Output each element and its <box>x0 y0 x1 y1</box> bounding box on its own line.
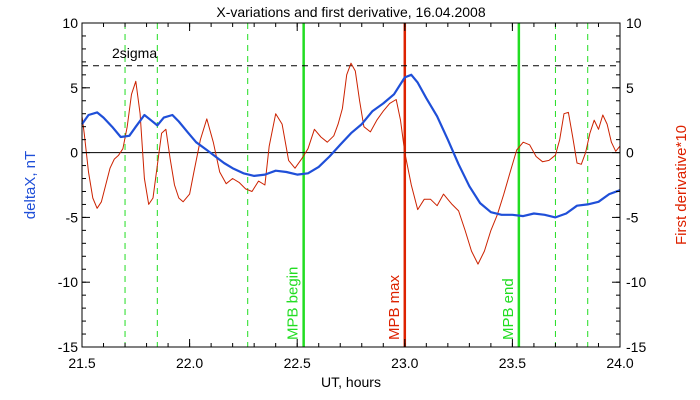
ticks-layer: 21.5 22.0 22.5 23.0 23.5 24.0 10 5 0 -5 -10 -15 10 5 0… <box>58 15 647 371</box>
x-tick-label-2: 22.5 <box>284 355 311 371</box>
x-tick-label-4: 23.5 <box>499 355 526 371</box>
chart-title: X-variations and first derivative, 16.04… <box>216 4 485 20</box>
y-left-tick-label-2: 0 <box>70 145 78 161</box>
y-axis-label-left: deltaX, nT <box>22 151 39 219</box>
y-axis-label-right: First derivative*10 <box>673 125 690 245</box>
series-layer <box>81 62 621 265</box>
y-right-tick-label-5: -15 <box>626 339 646 355</box>
y-right-tick-label-0: 10 <box>626 15 642 31</box>
marker-label-3: MPB begin <box>285 267 302 340</box>
x-tick-label-3: 23.0 <box>391 355 418 371</box>
y-left-tick-label-3: -5 <box>66 209 79 225</box>
y-left-tick-label-1: 5 <box>70 80 78 96</box>
x-tick-label-5: 24.0 <box>606 355 633 371</box>
y-right-tick-label-4: -10 <box>626 274 646 290</box>
x-axis-label: UT, hours <box>321 374 381 390</box>
marker-label-5: MPB end <box>500 278 517 340</box>
y-right-tick-label-1: 5 <box>626 80 634 96</box>
marker-lines: MPB begin MPB max MPB end <box>124 23 589 347</box>
series-derivative-line <box>81 62 621 265</box>
x-tick-label-0: 21.5 <box>68 355 95 371</box>
marker-label-4: MPB max <box>386 274 403 340</box>
y-right-tick-label-2: 0 <box>626 145 634 161</box>
y-left-tick-label-5: -15 <box>58 339 78 355</box>
threshold-label: 2sigma <box>112 45 157 61</box>
y-right-tick-label-3: -5 <box>626 209 639 225</box>
series-deltaX-line <box>81 73 621 219</box>
plot-frame <box>81 22 621 348</box>
y-left-tick-label-4: -10 <box>58 274 78 290</box>
y-left-tick-label-0: 10 <box>62 15 78 31</box>
x-tick-label-1: 22.0 <box>176 355 203 371</box>
